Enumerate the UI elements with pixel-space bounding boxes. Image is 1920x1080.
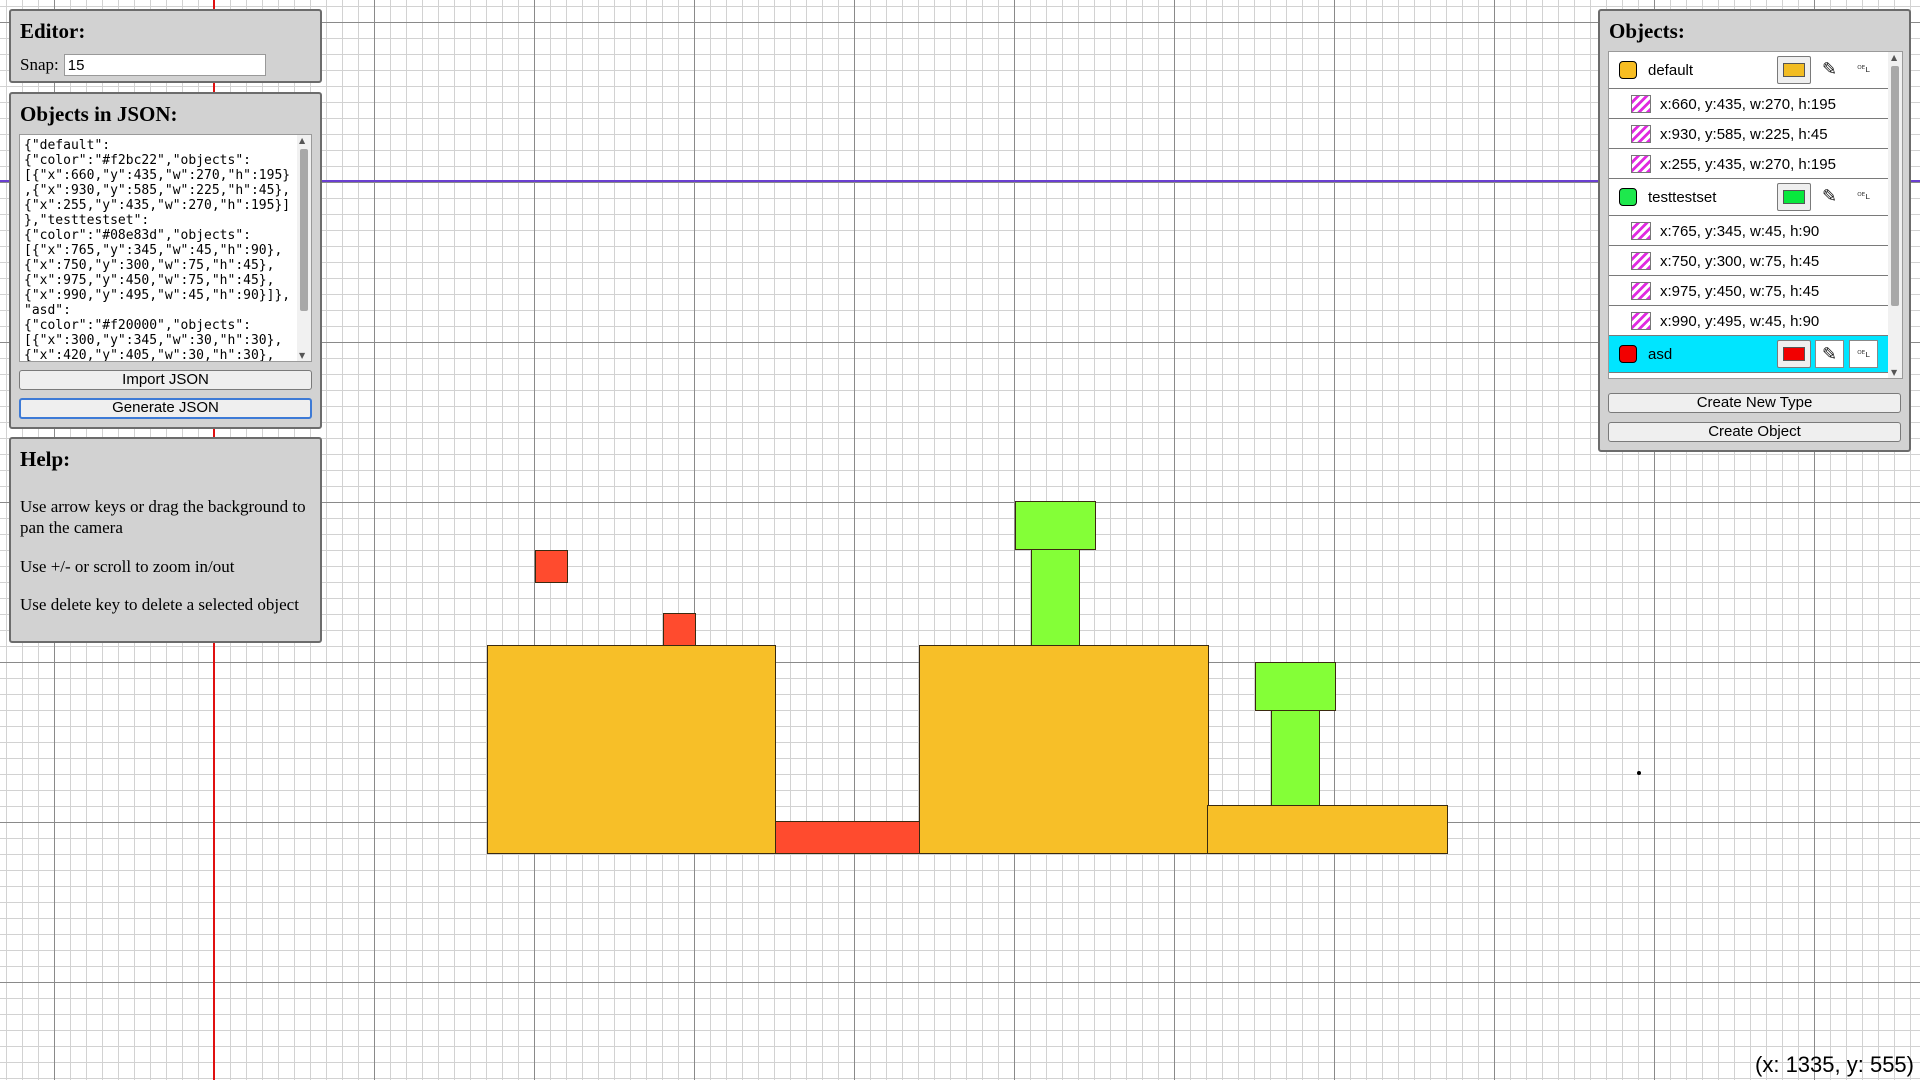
type-name: testtestset [1648, 189, 1717, 206]
object-row[interactable]: x:765, y:345, w:45, h:90 [1609, 216, 1888, 246]
json-scrollbar[interactable]: ▲ ▼ [297, 135, 311, 361]
create-new-type-button[interactable]: Create New Type [1608, 393, 1901, 413]
hatch-icon [1631, 312, 1651, 330]
testtestset-object[interactable] [1015, 501, 1096, 550]
testtestset-object[interactable] [1271, 710, 1320, 806]
objects-title: Objects: [1609, 19, 1685, 43]
objects-scroll-thumb[interactable] [1891, 66, 1899, 306]
help-panel: Help: Use arrow keys or drag the backgro… [9, 437, 322, 643]
type-color-swatch [1619, 345, 1637, 363]
help-line-delete: Use delete key to delete a selected obje… [20, 595, 299, 614]
json-textarea[interactable]: {"default": {"color":"#f2bc22","objects"… [19, 134, 312, 362]
rename-icon[interactable]: ᴼᴱʟ [1857, 65, 1870, 75]
editor-title: Editor: [20, 19, 86, 43]
type-name: default [1648, 62, 1694, 79]
object-row[interactable]: x:750, y:300, w:75, h:45 [1609, 246, 1888, 276]
asd-object[interactable] [663, 613, 696, 646]
hatch-icon [1631, 222, 1651, 240]
hatch-icon [1631, 125, 1651, 143]
scroll-up-icon[interactable]: ▲ [299, 136, 306, 145]
object-row[interactable]: x:930, y:585, w:225, h:45 [1609, 119, 1888, 149]
scroll-down-icon[interactable]: ▼ [299, 351, 306, 360]
cursor-marker [1637, 771, 1641, 775]
default-object[interactable] [919, 645, 1209, 854]
type-row-default[interactable]: default ✎ ᴼᴱʟ [1609, 52, 1888, 89]
json-text: {"default": {"color":"#f2bc22","objects"… [24, 138, 291, 362]
x-axis-line [0, 180, 1920, 182]
help-line-pan: Use arrow keys or drag the background to… [20, 497, 306, 537]
hatch-icon [1631, 155, 1651, 173]
hatch-icon [1631, 282, 1651, 300]
object-label: x:930, y:585, w:225, h:45 [1660, 126, 1828, 143]
create-object-button[interactable]: Create Object [1608, 422, 1901, 442]
hatch-icon [1631, 252, 1651, 270]
hatch-icon [1631, 95, 1651, 113]
generate-json-button[interactable]: Generate JSON [19, 398, 312, 419]
default-object[interactable] [487, 645, 776, 854]
testtestset-object[interactable] [1031, 549, 1080, 646]
rename-icon[interactable]: ᴼᴱʟ [1857, 192, 1870, 202]
object-row[interactable]: x:255, y:435, w:270, h:195 [1609, 149, 1888, 179]
asd-object[interactable] [535, 550, 568, 583]
import-json-button[interactable]: Import JSON [19, 370, 312, 390]
pencil-icon[interactable]: ✎ [1815, 340, 1844, 368]
type-color-swatch [1619, 61, 1637, 79]
type-name: asd [1648, 346, 1673, 363]
object-label: x:255, y:435, w:270, h:195 [1660, 156, 1836, 173]
json-panel: Objects in JSON: {"default": {"color":"#… [9, 92, 322, 429]
type-row-asd[interactable]: asd ✎ ᴼᴱʟ [1609, 336, 1888, 373]
rename-icon[interactable]: ᴼᴱʟ [1849, 340, 1878, 368]
object-label: x:975, y:450, w:75, h:45 [1660, 283, 1820, 300]
objects-panel: Objects: default ✎ ᴼᴱʟ x:660, y:435, w:2… [1598, 9, 1911, 452]
type-row-testtestset[interactable]: testtestset ✎ ᴼᴱʟ [1609, 179, 1888, 216]
type-color-swatch [1619, 188, 1637, 206]
object-row[interactable]: x:990, y:495, w:45, h:90 [1609, 306, 1888, 336]
type-color-picker[interactable] [1777, 183, 1811, 211]
help-line-zoom: Use +/- or scroll to zoom in/out [20, 557, 235, 576]
objects-list[interactable]: default ✎ ᴼᴱʟ x:660, y:435, w:270, h:195… [1608, 51, 1903, 379]
object-row[interactable]: x:975, y:450, w:75, h:45 [1609, 276, 1888, 306]
scroll-down-icon[interactable]: ▼ [1891, 368, 1898, 377]
object-label: x:750, y:300, w:75, h:45 [1660, 253, 1820, 270]
object-label: x:765, y:345, w:45, h:90 [1660, 223, 1820, 240]
json-scroll-thumb[interactable] [300, 149, 308, 311]
scroll-up-icon[interactable]: ▲ [1891, 53, 1898, 62]
object-label: x:660, y:435, w:270, h:195 [1660, 96, 1836, 113]
object-row[interactable]: x:660, y:435, w:270, h:195 [1609, 89, 1888, 119]
pencil-icon[interactable]: ✎ [1821, 186, 1838, 207]
object-label: x:990, y:495, w:45, h:90 [1660, 313, 1820, 330]
asd-object[interactable] [775, 821, 920, 854]
type-color-picker[interactable] [1777, 56, 1811, 84]
default-object[interactable] [1207, 805, 1448, 854]
objects-scrollbar[interactable]: ▲ ▼ [1888, 52, 1902, 378]
snap-input[interactable] [63, 54, 266, 76]
json-panel-title: Objects in JSON: [20, 102, 178, 126]
cursor-coordinates: (x: 1335, y: 555) [1755, 1052, 1914, 1077]
snap-label: Snap: [20, 55, 59, 74]
type-color-picker[interactable] [1777, 340, 1811, 368]
help-title: Help: [20, 447, 71, 471]
pencil-icon[interactable]: ✎ [1821, 59, 1838, 80]
testtestset-object[interactable] [1255, 662, 1336, 711]
editor-panel: Editor: Snap: [9, 9, 322, 83]
